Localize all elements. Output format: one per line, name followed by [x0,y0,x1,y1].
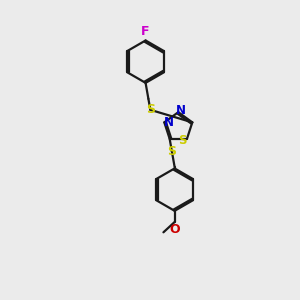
Text: O: O [169,223,180,236]
Text: F: F [141,26,150,38]
Text: S: S [178,134,187,146]
Text: S: S [146,103,155,116]
Text: N: N [164,116,174,129]
Text: N: N [176,104,186,117]
Text: S: S [167,145,176,158]
